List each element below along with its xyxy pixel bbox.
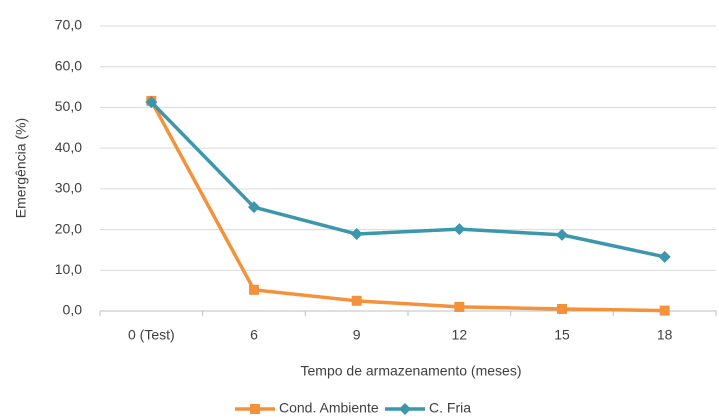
legend-label: C. Fria: [429, 400, 471, 416]
y-axis-title: Emergência (%): [13, 118, 29, 218]
y-tick-label: 60,0: [55, 57, 82, 73]
data-point: [350, 228, 363, 241]
legend-label: Cond. Ambiente: [279, 400, 379, 416]
data-point: [659, 305, 670, 316]
legend-marker: [399, 403, 411, 415]
series-line: [149, 100, 665, 313]
data-point: [556, 228, 568, 241]
x-tick-label: 6: [250, 327, 258, 343]
legend-marker: [250, 404, 260, 414]
data-point: [249, 284, 259, 295]
x-tick-label: 9: [353, 327, 361, 343]
series-line: [150, 100, 666, 259]
data-point: [557, 303, 567, 314]
x-tick-label: 18: [657, 327, 673, 343]
data-point: [248, 201, 260, 214]
y-tick-label: 30,0: [55, 180, 82, 196]
y-tick-label: 10,0: [55, 261, 82, 277]
data-point: [658, 250, 671, 263]
y-tick-label: 50,0: [55, 98, 82, 114]
data-point: [145, 96, 158, 109]
y-tick-label: 0,0: [63, 302, 83, 318]
y-tick-label: 70,0: [55, 17, 82, 33]
x-tick-label: 15: [554, 327, 570, 343]
data-point: [453, 223, 466, 236]
data-point: [351, 295, 362, 306]
x-tick-label: 12: [452, 327, 468, 343]
x-axis-title: Tempo de armazenamento (meses): [301, 363, 522, 379]
y-tick-label: 20,0: [55, 220, 82, 236]
x-tick-label: 0 (Test): [128, 327, 175, 343]
y-tick-label: 40,0: [55, 139, 82, 155]
data-point: [454, 301, 465, 312]
